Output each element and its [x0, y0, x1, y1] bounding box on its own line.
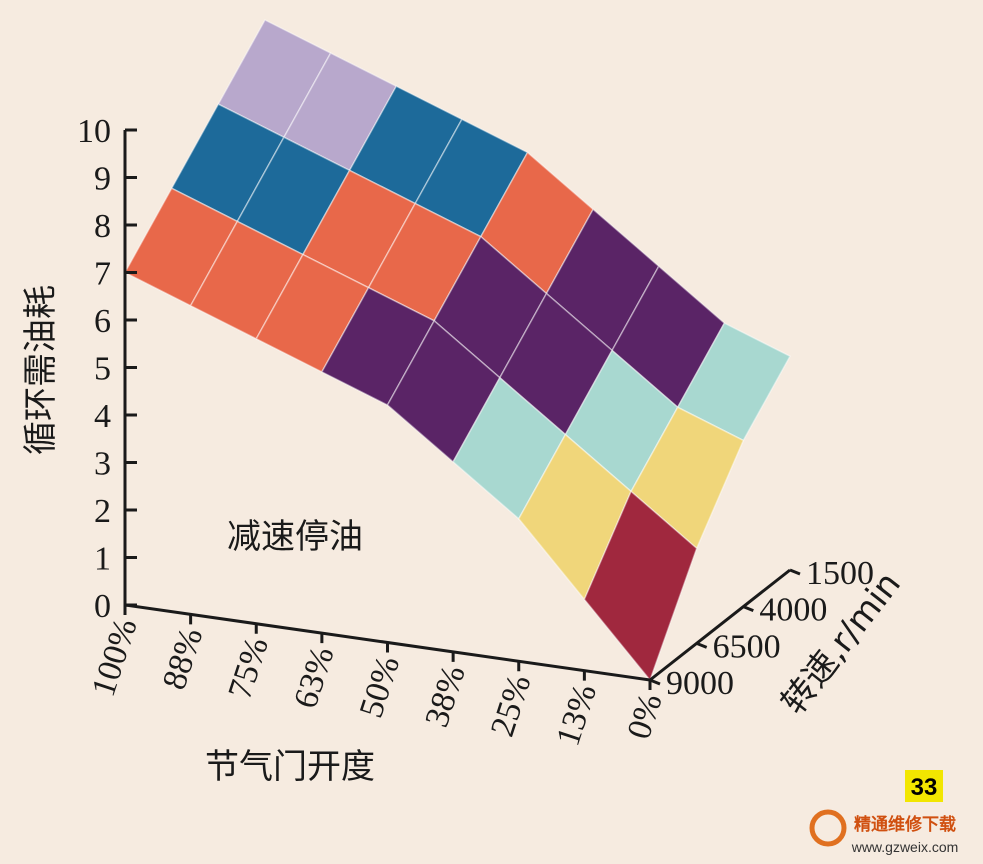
y-tick: [696, 641, 708, 649]
z-tick-label: 10: [77, 113, 111, 150]
y-tick-label: 6500: [713, 628, 781, 665]
y-axis-line: [649, 568, 791, 682]
z-tick-label: 1: [94, 541, 111, 578]
x-tick-label: 38%: [418, 661, 472, 732]
z-tick-label: 8: [94, 208, 111, 245]
x-tick-label: 88%: [156, 623, 210, 694]
x-tick-label: 75%: [221, 633, 275, 704]
page-number: 33: [911, 774, 938, 801]
z-tick-label: 7: [94, 256, 111, 293]
y-tick: [649, 678, 661, 686]
surface: [123, 19, 792, 682]
z-tick-label: 9: [94, 161, 111, 198]
watermark-url: www.gzweix.com: [851, 839, 959, 855]
x-tick-label: 50%: [353, 652, 407, 723]
z-tick-label: 2: [94, 493, 111, 530]
z-axis-label: 循环需油耗: [21, 285, 61, 455]
watermark-name: 精通维修下载: [854, 814, 956, 835]
page-number-box: [905, 770, 943, 802]
axes: 0 1 2 3 4 5 6 7 8 9 10 100% 88% 75% 63% 50% 38% 25% 13% 0% 1…: [77, 113, 874, 750]
x-tick-label: 63%: [287, 642, 341, 713]
z-tick-label: 0: [94, 588, 111, 625]
x-tick-label: 25%: [484, 670, 538, 741]
y-tick-label: 4000: [759, 592, 827, 629]
y-tick-label: 9000: [666, 665, 734, 702]
z-tick-label: 4: [94, 398, 111, 435]
annotation: 减速停油: [227, 517, 363, 557]
x-tick-label: 100%: [85, 614, 145, 701]
z-tick-label: 3: [94, 446, 111, 483]
y-tick-label: 1500: [806, 555, 874, 592]
x-tick-label: 0%: [620, 689, 669, 744]
z-tick-label: 5: [94, 351, 111, 388]
watermark-logo: [809, 809, 847, 847]
x-tick-label: 13%: [550, 680, 604, 751]
y-tick: [789, 568, 801, 576]
y-tick: [742, 605, 754, 613]
z-tick-label: 6: [94, 303, 111, 340]
x-axis-label: 节气门开度: [205, 747, 375, 787]
